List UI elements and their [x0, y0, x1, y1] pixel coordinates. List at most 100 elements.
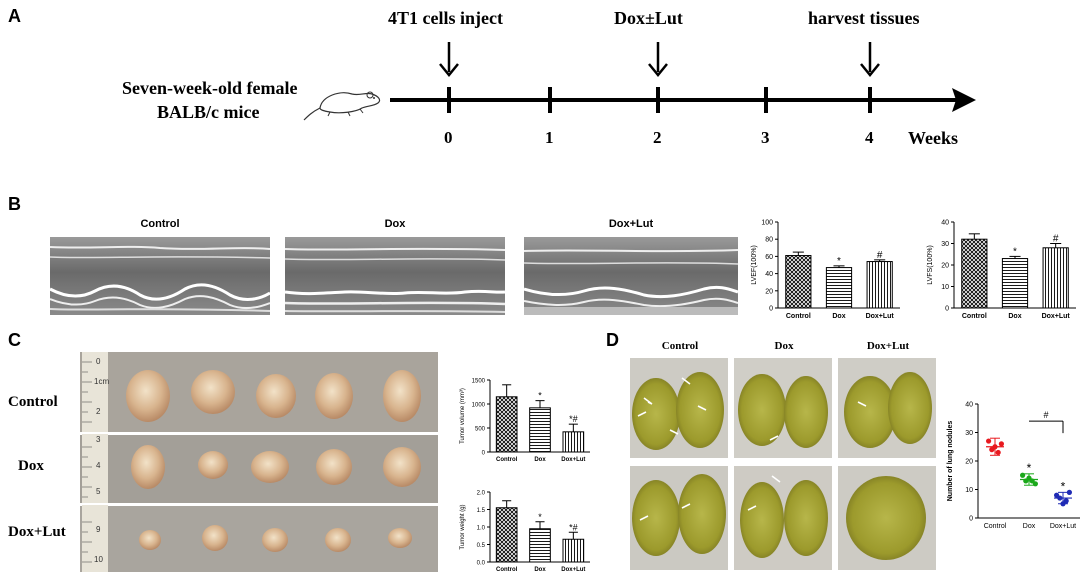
arrow-down-icon: [648, 42, 668, 77]
panel-d-label: D: [606, 330, 619, 350]
panel-c-label: C: [8, 330, 21, 350]
tumor-row-label-control: Control: [8, 394, 58, 410]
data-point: [998, 441, 1004, 447]
bar: [529, 407, 551, 453]
y-tick-label: 1500: [472, 379, 486, 385]
y-tick-label: 20: [941, 263, 949, 270]
x-tick-label: Dox: [1023, 523, 1036, 530]
y-tick-label: 80: [765, 237, 773, 244]
y-axis-label: LVEF(100%): [751, 245, 758, 285]
tumor-photo-panel: 0 1cm 2 3 4 5 9 10: [80, 352, 438, 572]
y-tick-label: 0: [969, 516, 973, 523]
y-tick-label: 20: [765, 288, 773, 295]
event-label-inject: 4T1 cells inject: [388, 8, 503, 28]
significance-mark: *: [837, 256, 841, 267]
y-axis-label: LVFS(100%): [927, 245, 934, 285]
x-tick-label: Dox+Lut: [561, 567, 585, 573]
data-point: [1020, 472, 1026, 478]
ruler-number: 9: [96, 525, 101, 534]
bar: [495, 507, 518, 563]
y-tick-label: 1.5: [477, 508, 486, 514]
lung-photo-panel: [630, 358, 936, 570]
significance-mark: *#: [569, 414, 578, 424]
echo-title-control: Control: [140, 218, 180, 230]
tick-label-1: 1: [545, 128, 554, 147]
echo-title-dox: Dox: [384, 218, 406, 230]
x-tick-label: Control: [786, 313, 811, 320]
timeline-unit: Weeks: [908, 128, 959, 148]
subject-line-1: Seven-week-old female: [122, 78, 298, 98]
y-tick-label: 10: [941, 284, 949, 291]
y-tick-label: 500: [475, 427, 486, 433]
echocardiogram-control: [50, 237, 270, 315]
tick-label-0: 0: [444, 128, 453, 147]
y-tick-label: 30: [965, 430, 973, 437]
significance-mark: *: [1061, 479, 1066, 493]
y-tick-label: 0.0: [477, 561, 486, 567]
y-tick-label: 40: [965, 402, 973, 409]
panel-a-label: A: [8, 6, 21, 26]
data-point: [1066, 489, 1072, 495]
x-tick-label: Dox+Lut: [1050, 523, 1076, 530]
panel-b-label: B: [8, 194, 21, 214]
arrow-down-icon: [439, 42, 459, 77]
bar: [495, 396, 518, 453]
significance-mark: *: [1027, 461, 1032, 475]
echo-title-doxlut: Dox+Lut: [608, 218, 654, 230]
bar: [866, 261, 893, 309]
tumor-weight-bar-chart: 0.0 0.5 1.0 1.5 2.0 Tumor weight (g) Control * D…: [460, 491, 590, 573]
x-tick-label: Control: [496, 457, 518, 463]
y-axis-label: Number of lung nodules: [947, 421, 954, 502]
significance-mark: #: [1043, 410, 1048, 420]
tumor-volume-bar-chart: 0 500 1000 1500 Tumor volume (mm³) Control * Do…: [460, 379, 590, 463]
y-axis-label: Tumor weight (g): [460, 504, 466, 549]
y-tick-label: 0.5: [477, 543, 486, 549]
y-tick-label: 20: [965, 459, 973, 466]
significance-mark: *#: [569, 522, 578, 532]
data-point: [995, 449, 1001, 456]
y-tick-label: 10: [965, 487, 973, 494]
event-label-treatment: Dox±Lut: [614, 8, 683, 28]
y-tick-label: 1000: [472, 403, 486, 409]
tumor-row-label-doxlut: Dox+Lut: [8, 524, 66, 540]
tick-label-4: 4: [865, 128, 874, 147]
mouse-icon: [303, 91, 381, 121]
tick-label-3: 3: [761, 128, 770, 147]
y-tick-label: 60: [765, 254, 773, 261]
x-tick-label: Control: [962, 313, 987, 320]
ruler-number: 10: [94, 555, 103, 564]
lvfs-bar-chart: 0 10 20 30 40 LVFS(100%) Control * Dox # Dox+Lut: [927, 220, 1076, 320]
lung-title-doxlut: Dox+Lut: [866, 340, 910, 352]
bar: [961, 238, 988, 309]
ruler-number: 5: [96, 487, 101, 496]
significance-mark: #: [1053, 234, 1059, 245]
y-tick-label: 1.0: [477, 526, 486, 532]
x-tick-label: Dox: [534, 457, 546, 463]
x-tick-label: Dox: [1008, 313, 1021, 320]
ruler-number: 3: [96, 435, 101, 444]
tumor-row-label-dox: Dox: [18, 458, 44, 474]
tick-label-2: 2: [653, 128, 662, 147]
x-tick-label: Dox+Lut: [561, 457, 585, 463]
x-tick-label: Dox: [534, 567, 546, 573]
data-point: [1063, 498, 1069, 504]
lung-title-dox: Dox: [774, 340, 794, 352]
bar: [529, 528, 551, 563]
timeline-axis: [390, 87, 976, 113]
y-tick-label: 100: [761, 220, 773, 227]
echocardiogram-dox: [285, 237, 505, 315]
bar: [562, 431, 585, 453]
x-tick-label: Control: [984, 523, 1007, 530]
y-tick-label: 30: [941, 241, 949, 248]
y-axis-label: Tumor volume (mm³): [460, 388, 466, 444]
significance-mark: *: [538, 512, 542, 522]
data-point: [1032, 481, 1038, 487]
lung-title-control: Control: [661, 340, 699, 352]
bar: [825, 267, 853, 309]
data-point: [986, 438, 992, 444]
echocardiogram-doxlut: [524, 237, 738, 315]
bar: [562, 538, 585, 563]
y-tick-label: 0: [945, 306, 949, 313]
y-tick-label: 0: [769, 306, 773, 313]
bar: [785, 255, 812, 309]
